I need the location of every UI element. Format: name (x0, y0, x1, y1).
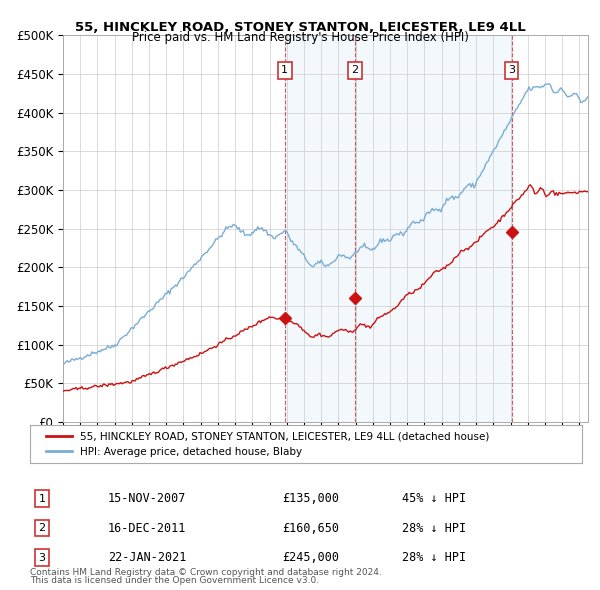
Text: 16-DEC-2011: 16-DEC-2011 (108, 522, 187, 535)
Text: 2: 2 (352, 65, 358, 75)
Text: This data is licensed under the Open Government Licence v3.0.: This data is licensed under the Open Gov… (30, 576, 319, 585)
Text: £245,000: £245,000 (282, 551, 339, 564)
Text: Price paid vs. HM Land Registry's House Price Index (HPI): Price paid vs. HM Land Registry's House … (131, 31, 469, 44)
Text: 15-NOV-2007: 15-NOV-2007 (108, 492, 187, 505)
Bar (355, 35, 512, 422)
Text: 3: 3 (38, 553, 46, 562)
Text: 2: 2 (38, 523, 46, 533)
Text: Contains HM Land Registry data © Crown copyright and database right 2024.: Contains HM Land Registry data © Crown c… (30, 568, 382, 577)
Bar (285, 35, 355, 422)
Text: 1: 1 (38, 494, 46, 503)
Text: 28% ↓ HPI: 28% ↓ HPI (402, 551, 466, 564)
Text: £135,000: £135,000 (282, 492, 339, 505)
Text: 45% ↓ HPI: 45% ↓ HPI (402, 492, 466, 505)
Text: 3: 3 (508, 65, 515, 75)
Text: 1: 1 (281, 65, 288, 75)
Text: 28% ↓ HPI: 28% ↓ HPI (402, 522, 466, 535)
Text: 55, HINCKLEY ROAD, STONEY STANTON, LEICESTER, LE9 4LL: 55, HINCKLEY ROAD, STONEY STANTON, LEICE… (74, 21, 526, 34)
Text: 22-JAN-2021: 22-JAN-2021 (108, 551, 187, 564)
Legend: 55, HINCKLEY ROAD, STONEY STANTON, LEICESTER, LE9 4LL (detached house), HPI: Ave: 55, HINCKLEY ROAD, STONEY STANTON, LEICE… (41, 426, 495, 462)
Text: £160,650: £160,650 (282, 522, 339, 535)
